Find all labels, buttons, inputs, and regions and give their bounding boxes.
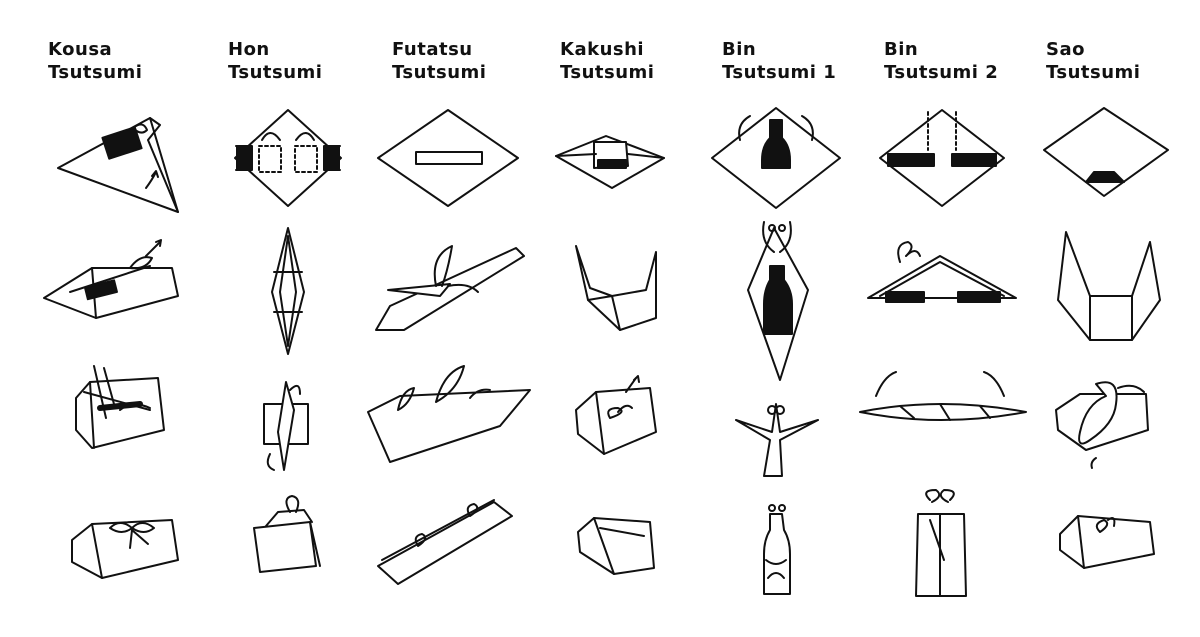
title-line1: Kousa — [48, 39, 113, 60]
title-bin2: Bin Tsutsumi 2 — [884, 38, 998, 84]
hon-step-1 — [235, 110, 341, 206]
title-line2: Tsutsumi 1 — [722, 62, 837, 83]
column-hon: Hon Tsutsumi — [228, 0, 398, 637]
title-futatsu: Futatsu Tsutsumi — [392, 38, 486, 84]
column-bin1: Bin Tsutsumi 1 — [722, 0, 892, 637]
kousa-step-1 — [58, 118, 178, 212]
bin1-step-4 — [764, 505, 790, 594]
title-line1: Bin — [884, 39, 919, 60]
kousa-step-2 — [44, 240, 178, 318]
bin2-step-1 — [880, 110, 1004, 206]
sao-step-3 — [1056, 382, 1148, 468]
futatsu-step-4 — [378, 500, 512, 584]
kakushi-step-2 — [576, 246, 656, 330]
title-line2: Tsutsumi — [392, 62, 487, 83]
bin1-step-3 — [736, 404, 818, 476]
title-kousa: Kousa Tsutsumi — [48, 38, 142, 84]
bin1-step-2 — [748, 222, 808, 380]
title-hon: Hon Tsutsumi — [228, 38, 322, 84]
title-line1: Sao — [1046, 39, 1085, 60]
title-kakushi: Kakushi Tsutsumi — [560, 38, 654, 84]
title-line1: Futatsu — [392, 39, 473, 60]
title-line1: Bin — [722, 39, 757, 60]
kakushi-step-3 — [576, 376, 656, 454]
title-line2: Tsutsumi — [1046, 62, 1141, 83]
sao-step-1 — [1044, 108, 1168, 196]
title-sao: Sao Tsutsumi — [1046, 38, 1140, 84]
kakushi-step-1 — [556, 136, 664, 188]
futatsu-step-3 — [368, 366, 530, 462]
sao-step-2 — [1058, 232, 1160, 340]
bin2-step-2 — [868, 242, 1016, 302]
column-kousa: Kousa Tsutsumi — [48, 0, 218, 637]
hon-step-2 — [272, 228, 304, 354]
kakushi-step-4 — [578, 518, 654, 574]
title-line2: Tsutsumi — [48, 62, 143, 83]
futatsu-step-2 — [376, 246, 524, 330]
kousa-step-3 — [76, 366, 164, 448]
hon-step-4 — [254, 496, 320, 572]
bin2-step-3 — [860, 372, 1026, 420]
column-kakushi: Kakushi Tsutsumi — [560, 0, 730, 637]
title-line1: Hon — [228, 39, 270, 60]
sao-step-4 — [1060, 516, 1154, 568]
title-line2: Tsutsumi 2 — [884, 62, 999, 83]
bin2-step-4 — [916, 490, 966, 596]
title-line2: Tsutsumi — [560, 62, 655, 83]
title-bin1: Bin Tsutsumi 1 — [722, 38, 836, 84]
kousa-step-4 — [72, 520, 178, 578]
bin1-step-1 — [712, 108, 840, 208]
title-line2: Tsutsumi — [228, 62, 323, 83]
column-bin2: Bin Tsutsumi 2 — [884, 0, 1054, 637]
futatsu-step-1 — [378, 110, 518, 206]
title-line1: Kakushi — [560, 39, 645, 60]
column-futatsu: Futatsu Tsutsumi — [392, 0, 562, 637]
hon-step-3 — [264, 382, 308, 470]
column-sao: Sao Tsutsumi — [1046, 0, 1200, 637]
